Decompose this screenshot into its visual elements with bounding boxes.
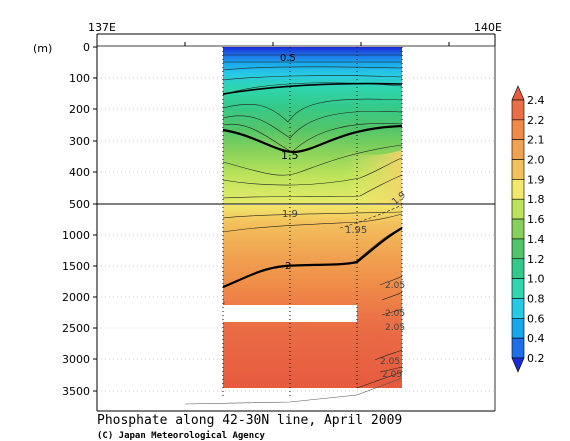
y-tick-label: 3500 xyxy=(62,385,90,398)
y-tick-label: 2000 xyxy=(62,291,90,304)
colorbar-level-label: 0.4 xyxy=(527,332,545,345)
y-tick-label: 200 xyxy=(69,103,90,116)
y-tick-label: 2500 xyxy=(62,322,90,335)
colorbar-level-label: 1.0 xyxy=(527,273,545,286)
station-lines xyxy=(222,47,403,398)
colorbar-level-label: 0.6 xyxy=(527,312,545,325)
chart-title: Phosphate along 42-30N line, April 2009 xyxy=(97,413,402,428)
contour-label-2-05-d: 2.05 xyxy=(380,357,400,367)
x-tick-label-140e: 140E xyxy=(474,21,502,34)
colorbar-level-label: 1.9 xyxy=(527,173,545,186)
y-tick-label: 100 xyxy=(69,72,90,85)
colorbar-level-label: 2.2 xyxy=(527,114,545,127)
colorbar: 0.2 0.4 0.6 0.8 1.0 1.2 1.4 1.6 1.8 1.9 2.0 2.1 2.2 2… xyxy=(511,85,545,373)
colorbar-band xyxy=(511,139,525,160)
contour-label-1-9-a: 1.9 xyxy=(282,209,298,220)
colorbar-band xyxy=(511,258,525,279)
contour-label-2-05-e: 2.05 xyxy=(382,370,402,380)
contour-label-2-05-a: 2.05 xyxy=(385,281,405,291)
plot-frame xyxy=(96,45,496,412)
colorbar-bottom-arrow xyxy=(511,357,525,373)
contour-label-1-5: 1.5 xyxy=(281,149,299,162)
colorbar-level-label: 0.2 xyxy=(527,352,545,365)
y-tick-label: 1000 xyxy=(62,229,90,242)
bottom-outline xyxy=(184,377,403,405)
contour-label-1-95: 1.95 xyxy=(345,225,367,236)
contour-label-0-5: 0.5 xyxy=(280,53,296,64)
colorbar-level-label: 2.4 xyxy=(527,94,545,107)
y-axis xyxy=(93,46,97,392)
colorbar-band xyxy=(511,218,525,240)
colorbar-level-label: 1.4 xyxy=(527,233,545,246)
colorbar-band xyxy=(511,278,525,299)
contour-label-2-05-c: 2.05 xyxy=(385,323,405,333)
y-tick-label: 1500 xyxy=(62,260,90,273)
y-tick-label: 500 xyxy=(69,198,90,211)
upper-section-field xyxy=(222,47,403,204)
contour-label-2-05-b: 2.05 xyxy=(385,309,405,319)
y-tick-label: 400 xyxy=(69,166,90,179)
colorbar-band xyxy=(511,119,525,140)
contour-label-2: 2 xyxy=(285,261,291,272)
y-tick-label: 0 xyxy=(83,41,90,54)
colorbar-level-label: 1.6 xyxy=(527,213,545,226)
colorbar-band xyxy=(511,198,525,220)
y-tick-label: 3000 xyxy=(62,353,90,366)
colorbar-level-label: 2.1 xyxy=(527,134,545,147)
colorbar-level-label: 0.8 xyxy=(527,292,545,305)
lower-section-field xyxy=(222,204,403,389)
x-tick-label-137e: 137E xyxy=(88,21,116,34)
y-unit-label: (m) xyxy=(33,42,52,55)
credit-text: (C) Japan Meteorological Agency xyxy=(97,430,266,441)
y-tick-label: 300 xyxy=(69,135,90,148)
colorbar-level-label: 1.2 xyxy=(527,253,545,266)
colorbar-band xyxy=(511,159,525,180)
colorbar-level-label: 2.0 xyxy=(527,154,545,167)
colorbar-band xyxy=(511,179,525,200)
colorbar-band xyxy=(511,238,525,260)
colorbar-level-label: 1.8 xyxy=(527,193,545,206)
colorbar-band xyxy=(511,298,525,319)
colorbar-top-arrow xyxy=(511,85,525,101)
colorbar-band xyxy=(511,99,525,121)
colorbar-band xyxy=(511,318,525,339)
x-axis-ticks xyxy=(96,33,496,46)
colorbar-band xyxy=(511,337,525,359)
